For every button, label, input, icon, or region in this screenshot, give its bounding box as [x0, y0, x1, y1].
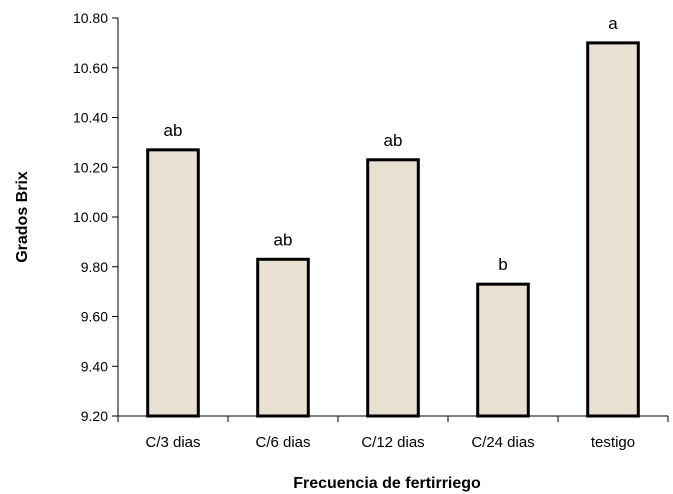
x-axis-title: Frecuencia de fertirriego [293, 475, 481, 492]
bar [586, 41, 640, 418]
bar [146, 148, 200, 418]
bar-data-label: ab [274, 230, 293, 249]
bar-data-label: b [498, 255, 507, 274]
y-tick-label: 9.20 [81, 408, 108, 424]
x-category-label: C/6 dias [255, 434, 310, 451]
x-category-label: testigo [591, 434, 635, 451]
bar-data-label: a [608, 14, 618, 33]
y-tick-label: 10.80 [73, 10, 108, 26]
y-tick-label: 9.40 [81, 358, 108, 374]
x-category-label: C/24 dias [471, 434, 534, 451]
y-tick-label: 9.60 [81, 309, 108, 325]
x-axis-labels: C/3 dias C/6 dias C/12 dias C/24 dias testig… [145, 434, 635, 451]
y-tick-label: 10.20 [73, 159, 108, 175]
y-axis-title: Grados Brix [14, 171, 31, 263]
bar-data-label: ab [164, 121, 183, 140]
y-tick-label: 9.80 [81, 259, 108, 275]
bar [256, 257, 310, 418]
bar [366, 158, 420, 418]
y-tick-label: 10.00 [73, 209, 108, 225]
bars-group [146, 41, 640, 418]
y-axis-ticks: 9.20 9.40 9.60 9.80 10.00 10.20 10.40 10.60 10.8… [73, 10, 669, 424]
y-tick-label: 10.60 [73, 60, 108, 76]
bar-data-label: ab [384, 131, 403, 150]
data-labels-group: ab ab ab b a [164, 14, 619, 274]
x-category-label: C/12 dias [361, 434, 424, 451]
bar [476, 282, 530, 418]
x-category-label: C/3 dias [145, 434, 200, 451]
y-tick-label: 10.40 [73, 110, 108, 126]
